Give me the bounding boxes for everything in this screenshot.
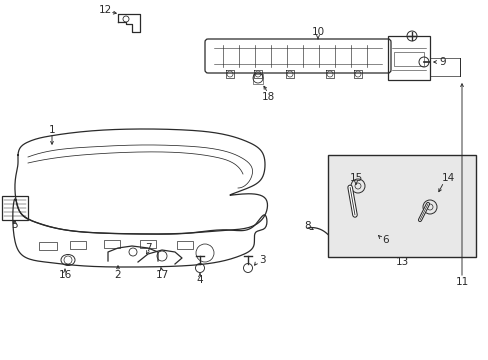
Text: 17: 17 — [155, 270, 168, 280]
Text: 12: 12 — [98, 5, 111, 15]
Text: 13: 13 — [395, 257, 408, 267]
Text: 16: 16 — [58, 270, 71, 280]
Text: 11: 11 — [454, 277, 468, 287]
Bar — [252, 74, 263, 84]
Bar — [387, 36, 429, 80]
Bar — [39, 242, 57, 250]
Bar — [177, 241, 193, 249]
Text: 15: 15 — [348, 173, 362, 183]
Text: 18: 18 — [261, 92, 274, 102]
Bar — [70, 241, 86, 249]
Bar — [140, 240, 156, 248]
Text: 6: 6 — [382, 235, 388, 245]
Text: 2: 2 — [115, 270, 121, 280]
Text: 4: 4 — [196, 275, 203, 285]
Text: 8: 8 — [304, 221, 311, 231]
Text: 3: 3 — [258, 255, 265, 265]
Text: 14: 14 — [441, 173, 454, 183]
Bar — [393, 52, 423, 66]
Text: 7: 7 — [144, 243, 151, 253]
Text: 9: 9 — [439, 57, 446, 67]
Bar — [327, 155, 475, 257]
Text: 10: 10 — [311, 27, 324, 37]
Bar — [2, 196, 28, 220]
Bar — [104, 240, 120, 248]
Text: 1: 1 — [49, 125, 55, 135]
Text: 5: 5 — [12, 220, 18, 230]
